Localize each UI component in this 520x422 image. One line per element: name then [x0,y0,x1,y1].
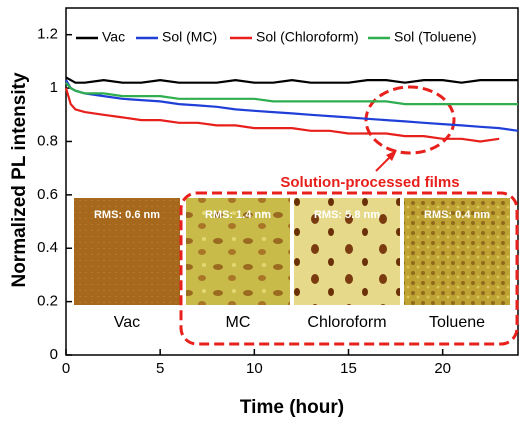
inset-image [404,198,510,305]
y-tick-label: 0.4 [37,239,58,256]
insets [74,191,519,346]
y-tick-label: 0.2 [37,293,58,310]
inset-label: Toluene [429,314,485,331]
series-line [65,79,519,132]
inset-rms: RMS: 0.6 nm [94,209,160,221]
y-axis-label: Normalized PL intensity [9,72,30,287]
inset-image [74,198,180,305]
y-tick-label: 1 [50,79,58,96]
legend-label: Sol (Toluene) [394,29,477,45]
inset-rms: RMS: 1.4 nm [205,209,271,221]
x-tick-label: 10 [246,360,263,377]
plot-frame [65,7,519,356]
inset-rms: RMS: 0.4 nm [424,209,490,221]
legend-label: Vac [102,29,125,45]
inset-rms: RMS: 5.8 nm [314,209,380,221]
series-line [65,76,518,84]
x-axis-label: Time (hour) [240,397,344,418]
inset-label: Vac [114,314,140,331]
x-tick-label: 20 [434,360,451,377]
y-tick-label: 0 [50,346,58,363]
legend-label: Sol (MC) [162,29,217,45]
series-line [64,87,500,143]
y-tick-label: 0.6 [37,186,58,203]
annotation: Solution-processed films [280,174,459,191]
inset-label: MC [226,314,251,331]
solution-box [179,191,519,346]
x-tick-label: 5 [156,360,164,377]
inset-label: Chloroform [307,314,386,331]
x-tick-label: 15 [340,360,357,377]
legend-label: Sol (Chloroform) [256,29,359,45]
arrow-head [386,150,397,161]
y-tick-label: 1.2 [37,26,58,43]
x-tick-label: 0 [62,360,70,377]
inset-image [186,198,290,305]
inset-image [294,198,400,305]
series-line [65,81,518,106]
y-tick-label: 0.8 [37,132,58,149]
highlight-ellipse [364,85,456,155]
